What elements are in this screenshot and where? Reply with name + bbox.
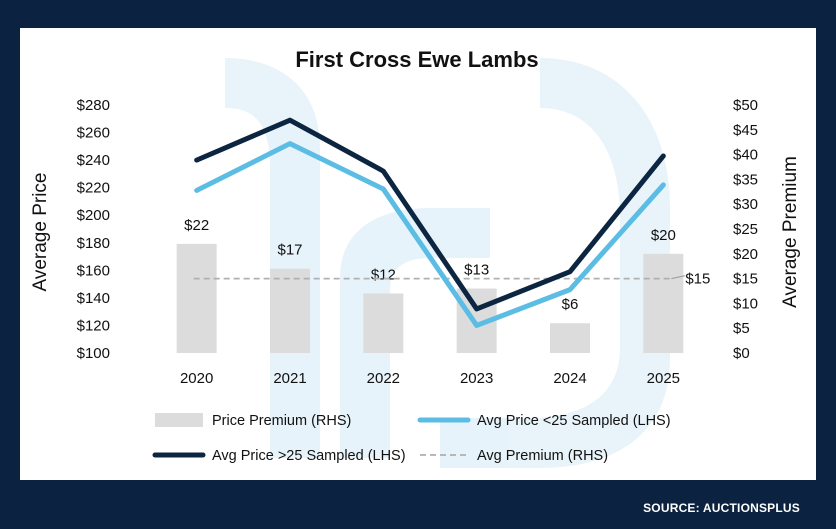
source-credit: SOURCE: AUCTIONSPLUS (643, 501, 800, 515)
premium-bar-label: $12 (371, 266, 396, 283)
premium-bar-label: $6 (562, 296, 579, 313)
legend-label: Avg Premium (RHS) (477, 448, 608, 464)
right-axis-label: Average Premium (780, 156, 801, 308)
premium-bar-label: $17 (277, 242, 302, 259)
legend: Price Premium (RHS) Avg Price <25 Sampled… (152, 413, 671, 464)
left-tick-label: $180 (77, 235, 110, 252)
left-tick-label: $240 (77, 152, 110, 169)
chart: First Cross Ewe Lambs $100$120$140$160$1… (30, 47, 801, 468)
avg-premium-line: $15 (193, 271, 710, 288)
left-tick-label: $100 (77, 345, 110, 362)
right-tick-label: $50 (733, 97, 758, 114)
right-tick-label: $5 (733, 320, 750, 337)
right-tick-label: $0 (733, 345, 750, 362)
right-tick-label: $20 (733, 246, 758, 263)
right-tick-label: $15 (733, 271, 758, 288)
left-axis-label: Average Price (30, 173, 51, 292)
legend-label: Avg Price >25 Sampled (LHS) (212, 448, 406, 464)
legend-label: Price Premium (RHS) (212, 413, 351, 429)
premium-bar-label: $22 (184, 217, 209, 234)
left-tick-label: $220 (77, 180, 110, 197)
x-tick-label: 2020 (180, 370, 213, 387)
premium-bar (363, 293, 404, 353)
legend-swatch-price-premium (155, 413, 203, 427)
chart-title: First Cross Ewe Lambs (295, 47, 538, 72)
avg-price-under-25-line (194, 141, 666, 328)
x-tick-label: 2025 (647, 370, 680, 387)
price-lines (194, 117, 666, 328)
left-tick-label: $280 (77, 97, 110, 114)
avg-premium-leader-line (671, 275, 686, 280)
left-axis-ticks: $100 $120 $140 $160 $180 $200 $220 $240 $260 $280 (77, 97, 110, 362)
right-tick-label: $35 (733, 171, 758, 188)
right-tick-label: $10 (733, 295, 758, 312)
x-tick-label: 2021 (273, 370, 306, 387)
avg-premium-label: $15 (685, 271, 710, 288)
premium-bar (270, 268, 310, 353)
left-tick-label: $200 (77, 207, 110, 224)
premium-bar (176, 243, 217, 353)
premium-bar-label: $13 (464, 262, 489, 279)
right-tick-label: $30 (733, 196, 758, 213)
right-tick-label: $25 (733, 221, 758, 238)
left-tick-label: $260 (77, 125, 110, 142)
right-tick-label: $40 (733, 147, 758, 164)
left-tick-label: $120 (77, 317, 110, 334)
watermark-logo (225, 58, 670, 468)
x-axis-ticks: 2020 2021 2022 2023 2024 2025 (180, 370, 680, 387)
legend-label: Avg Price <25 Sampled (LHS) (477, 413, 671, 429)
avg-price-over-25-line (194, 117, 666, 312)
x-tick-label: 2023 (460, 370, 493, 387)
premium-bar (550, 323, 590, 353)
chart-panel: First Cross Ewe Lambs $100 $120 $140 $160 $1… (20, 28, 816, 480)
x-tick-label: 2022 (367, 370, 400, 387)
right-axis-ticks: $0 $5 $10 $15 $20 $25 $30 $35 $40 $45 $50 (733, 97, 758, 362)
premium-bar-label: $20 (651, 227, 676, 244)
x-tick-label: 2024 (553, 370, 586, 387)
left-tick-label: $160 (77, 262, 110, 279)
left-tick-label: $140 (77, 290, 110, 307)
premium-bar (643, 253, 684, 353)
right-tick-label: $45 (733, 122, 758, 139)
